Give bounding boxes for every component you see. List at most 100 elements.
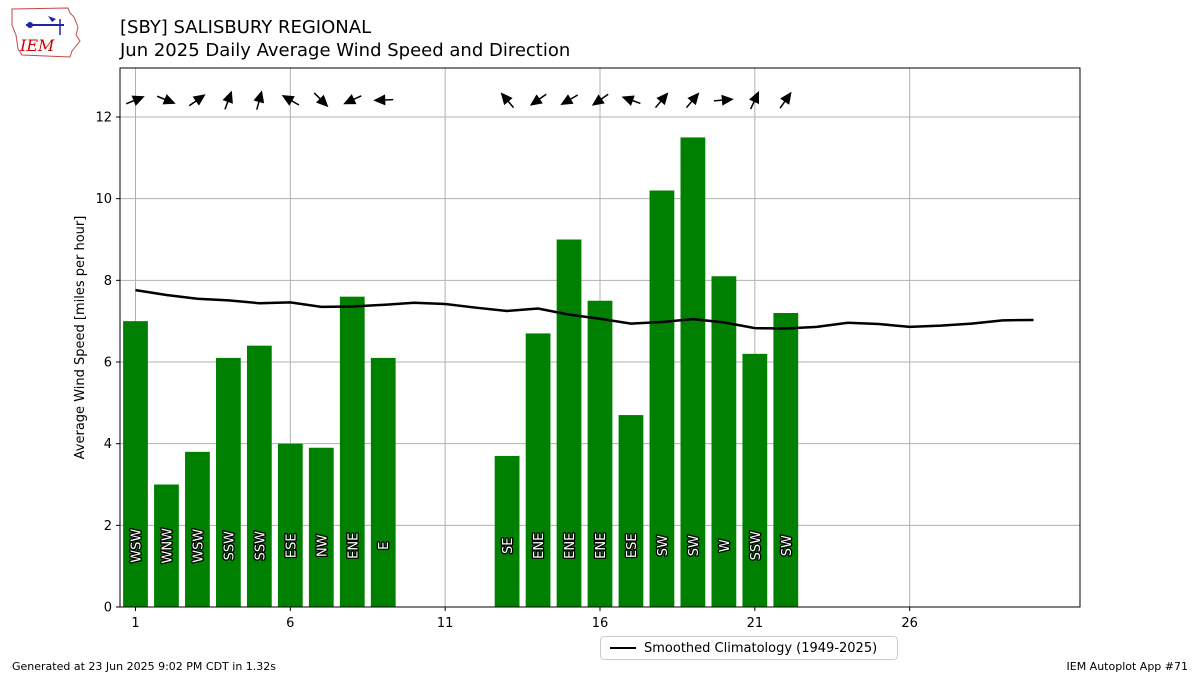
wind-arrow [685, 92, 700, 109]
x-tick-label: 11 [437, 616, 454, 631]
bar-day-14 [525, 333, 551, 607]
bar-day-20 [711, 276, 737, 607]
direction-label: WNW [160, 528, 175, 564]
direction-label: WSW [129, 529, 144, 563]
wind-arrow [313, 92, 329, 108]
x-tick-label: 1 [131, 616, 139, 631]
bar-day-6 [277, 443, 303, 607]
y-tick-label: 6 [104, 356, 112, 371]
y-tick-label: 4 [104, 437, 112, 452]
direction-label: ENE [532, 533, 547, 559]
bar-day-13 [494, 455, 520, 607]
wind-arrow-head [343, 94, 357, 105]
logo-text: IEM [19, 36, 55, 55]
direction-label: E [377, 542, 392, 550]
chart-title: [SBY] SALISBURY REGIONAL [120, 17, 372, 38]
wind-arrow [156, 94, 176, 105]
direction-label: SW [780, 535, 795, 556]
bar-day-19 [680, 137, 706, 607]
direction-label: SW [687, 535, 702, 556]
wind-arrow-head [162, 94, 176, 105]
legend-label: Smoothed Climatology (1949-2025) [644, 640, 878, 656]
bar-day-7 [308, 447, 334, 607]
wind-arrow [713, 94, 734, 106]
legend-line-swatch [610, 647, 636, 649]
bar-day-4 [216, 357, 241, 607]
direction-label: SSW [222, 531, 237, 561]
wind-arrow [779, 91, 792, 109]
iem-logo: IEM [11, 7, 81, 58]
wind-arrow [188, 94, 206, 107]
x-tick-label: 16 [592, 616, 609, 631]
wind-arrow-head [529, 94, 543, 106]
wind-arrow-head [749, 90, 760, 105]
wind-arrow [654, 92, 669, 109]
wind-arrow [529, 93, 547, 106]
wind-arrow-head [222, 90, 233, 104]
wind-arrow [125, 95, 145, 106]
x-tick-label: 26 [901, 616, 918, 631]
wind-arrow-head [621, 95, 635, 106]
bar-day-16 [587, 300, 613, 607]
direction-label: SSW [253, 531, 268, 561]
wind-arrow-head [192, 94, 206, 106]
bar-day-8 [339, 296, 365, 607]
bar-day-21 [742, 353, 768, 607]
y-tick-label: 8 [104, 274, 112, 289]
y-tick-label: 10 [95, 192, 112, 207]
wind-arrow-head [253, 90, 265, 104]
wind-arrow-head [131, 95, 145, 106]
wind-arrows [125, 90, 792, 110]
climatology-series [135, 288, 1034, 330]
wind-arrow-head [656, 92, 669, 106]
wind-arrow [253, 90, 265, 110]
bar-day-5 [246, 345, 272, 607]
direction-label: ENE [346, 533, 361, 559]
x-tick-label: 21 [747, 616, 764, 631]
wind-arrow-head [780, 91, 792, 105]
climatology-line [135, 288, 1034, 330]
y-axis-label: Average Wind Speed [miles per hour] [73, 216, 88, 460]
y-tick-label: 12 [95, 111, 112, 126]
direction-label: ENE [563, 533, 578, 559]
bar-day-18 [649, 190, 675, 607]
direction-label: ESE [625, 533, 640, 558]
generated-note: Generated at 23 Jun 2025 9:02 PM CDT in … [12, 660, 277, 673]
wind-arrow [591, 93, 609, 106]
bar-day-2 [154, 484, 179, 607]
bar-day-15 [556, 239, 582, 607]
wind-arrow [222, 90, 233, 110]
app-note: IEM Autoplot App #71 [1066, 660, 1189, 673]
chart-subtitle: Jun 2025 Daily Average Wind Speed and Di… [120, 40, 571, 61]
logo-flag [48, 16, 56, 22]
wind-arrow-head [687, 92, 700, 106]
direction-label: SE [501, 538, 516, 554]
wind-arrow [373, 94, 394, 106]
direction-label: SW [656, 535, 671, 556]
logo-dot [27, 22, 33, 28]
wind-arrow-head [591, 94, 605, 106]
wind-arrow-head [500, 92, 513, 106]
legend: Smoothed Climatology (1949-2025) [600, 636, 898, 660]
direction-label: ESE [284, 533, 299, 558]
wind-arrow [281, 95, 300, 106]
y-tick-label: 2 [104, 519, 112, 534]
bars [123, 137, 799, 607]
bar-day-3 [185, 451, 210, 607]
bar-day-1 [123, 321, 148, 607]
wind-arrow-head [315, 94, 329, 108]
iowa-outline-shape [11, 7, 81, 58]
bar-day-9 [370, 357, 396, 607]
wind-arrow-head [373, 94, 386, 106]
direction-label: W [718, 539, 733, 552]
direction-label: SSW [749, 531, 764, 561]
direction-label: ENE [594, 533, 609, 559]
wind-arrow [621, 95, 641, 106]
wind-arrow [343, 94, 362, 105]
bar-day-17 [618, 415, 644, 607]
bar-day-22 [773, 313, 799, 607]
wind-arrow [749, 90, 760, 110]
x-tick-label: 6 [286, 616, 294, 631]
direction-label: WSW [191, 529, 206, 563]
